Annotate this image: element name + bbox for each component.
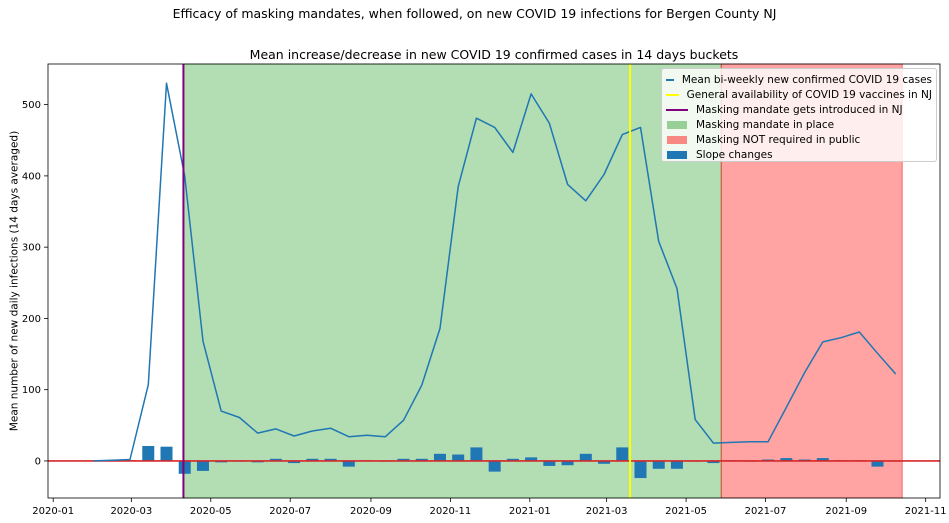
slope-bar (142, 445, 155, 461)
legend-label: Slope changes (696, 148, 773, 161)
slope-bar (397, 458, 410, 461)
legend-swatch (667, 150, 687, 159)
x-tick-label: 2021-03 (586, 506, 628, 517)
y-tick-label: 300 (22, 243, 41, 254)
plot-frame (47, 63, 941, 499)
slope-bar (415, 458, 428, 461)
legend-label: Masking mandate gets introduced in NJ (696, 103, 903, 116)
legend-label: Mean bi-weekly new confirmed COVID 19 ca… (681, 73, 932, 86)
legend-item: Mean bi-weekly new confirmed COVID 19 ca… (666, 72, 932, 87)
legend-item: Slope changes (666, 147, 932, 162)
legend-swatch (667, 135, 687, 144)
slope-bar (579, 453, 592, 461)
legend-swatch (666, 93, 679, 96)
slope-bar (288, 460, 301, 464)
slope-bar (707, 460, 720, 464)
y-axis-label: Mean number of new daily infections (14 … (9, 131, 21, 431)
slope-bar (780, 458, 793, 461)
x-tick-label: 2020-11 (429, 506, 471, 517)
x-tick-label: 2020-09 (350, 506, 392, 517)
y-tick-label: 400 (22, 171, 41, 182)
slope-bar (543, 460, 556, 466)
slope-bar (506, 458, 519, 461)
slope-bar (634, 460, 647, 479)
legend-item: Masking mandate in place (666, 117, 932, 132)
legend-item: Masking mandate gets introduced in NJ (666, 102, 932, 117)
slope-bar (324, 458, 337, 461)
slope-bar (561, 460, 574, 466)
slope-bar (452, 454, 465, 461)
x-tick-label: 2020-07 (269, 506, 311, 517)
slope-bar (616, 447, 629, 461)
slope-bar (306, 458, 319, 461)
legend-item: Masking NOT required in public (666, 132, 932, 147)
legend-item: General availability of COVID 19 vaccine… (666, 87, 932, 102)
legend-swatch (666, 108, 688, 111)
legend-label: Masking NOT required in public (696, 133, 861, 146)
slope-bar (652, 460, 665, 469)
y-tick-label: 0 (35, 456, 41, 467)
x-tick-label: 2020-01 (32, 506, 74, 517)
chart-title: Mean increase/decrease in new COVID 19 c… (249, 47, 739, 62)
legend-label: Masking mandate in place (696, 118, 835, 131)
figure-suptitle: Efficacy of masking mandates, when follo… (172, 6, 777, 21)
slope-bar (871, 460, 884, 467)
slope-bar (433, 453, 446, 461)
x-tick-label: 2021-05 (665, 506, 707, 517)
y-tick-label: 500 (22, 100, 41, 111)
x-tick-label: 2021-11 (905, 506, 947, 517)
slope-bar (269, 458, 282, 461)
axes-layer: 2020-01 2020-03 2020-05 2020-07 2020-09 2020-… (22, 63, 947, 517)
slope-bar (670, 460, 683, 469)
span-masking-mandate (182, 63, 722, 499)
slope-bar (816, 458, 829, 461)
x-tick-label: 2021-09 (825, 506, 867, 517)
slope-bar (160, 446, 173, 461)
vline-layer (182, 64, 632, 498)
slope-bar (470, 447, 483, 461)
legend-swatch (667, 120, 687, 129)
slope-bar (178, 460, 191, 474)
y-tick-label: 100 (22, 385, 41, 396)
legend-swatch (666, 78, 674, 81)
slope-bar (342, 460, 355, 467)
slope-bar (598, 460, 611, 464)
slope-bar (196, 460, 209, 471)
x-tick-label: 2021-01 (509, 506, 551, 517)
line-layer (93, 82, 897, 462)
legend: Mean bi-weekly new confirmed COVID 19 ca… (661, 68, 937, 162)
slope-bar (488, 460, 501, 472)
legend-label: General availability of COVID 19 vaccine… (686, 88, 932, 101)
x-tick-label: 2020-05 (190, 506, 232, 517)
cases-line (93, 82, 897, 462)
x-tick-label: 2020-03 (110, 506, 152, 517)
x-tick-label: 2021-07 (745, 506, 787, 517)
slope-bar (525, 457, 538, 461)
y-tick-label: 200 (22, 314, 41, 325)
